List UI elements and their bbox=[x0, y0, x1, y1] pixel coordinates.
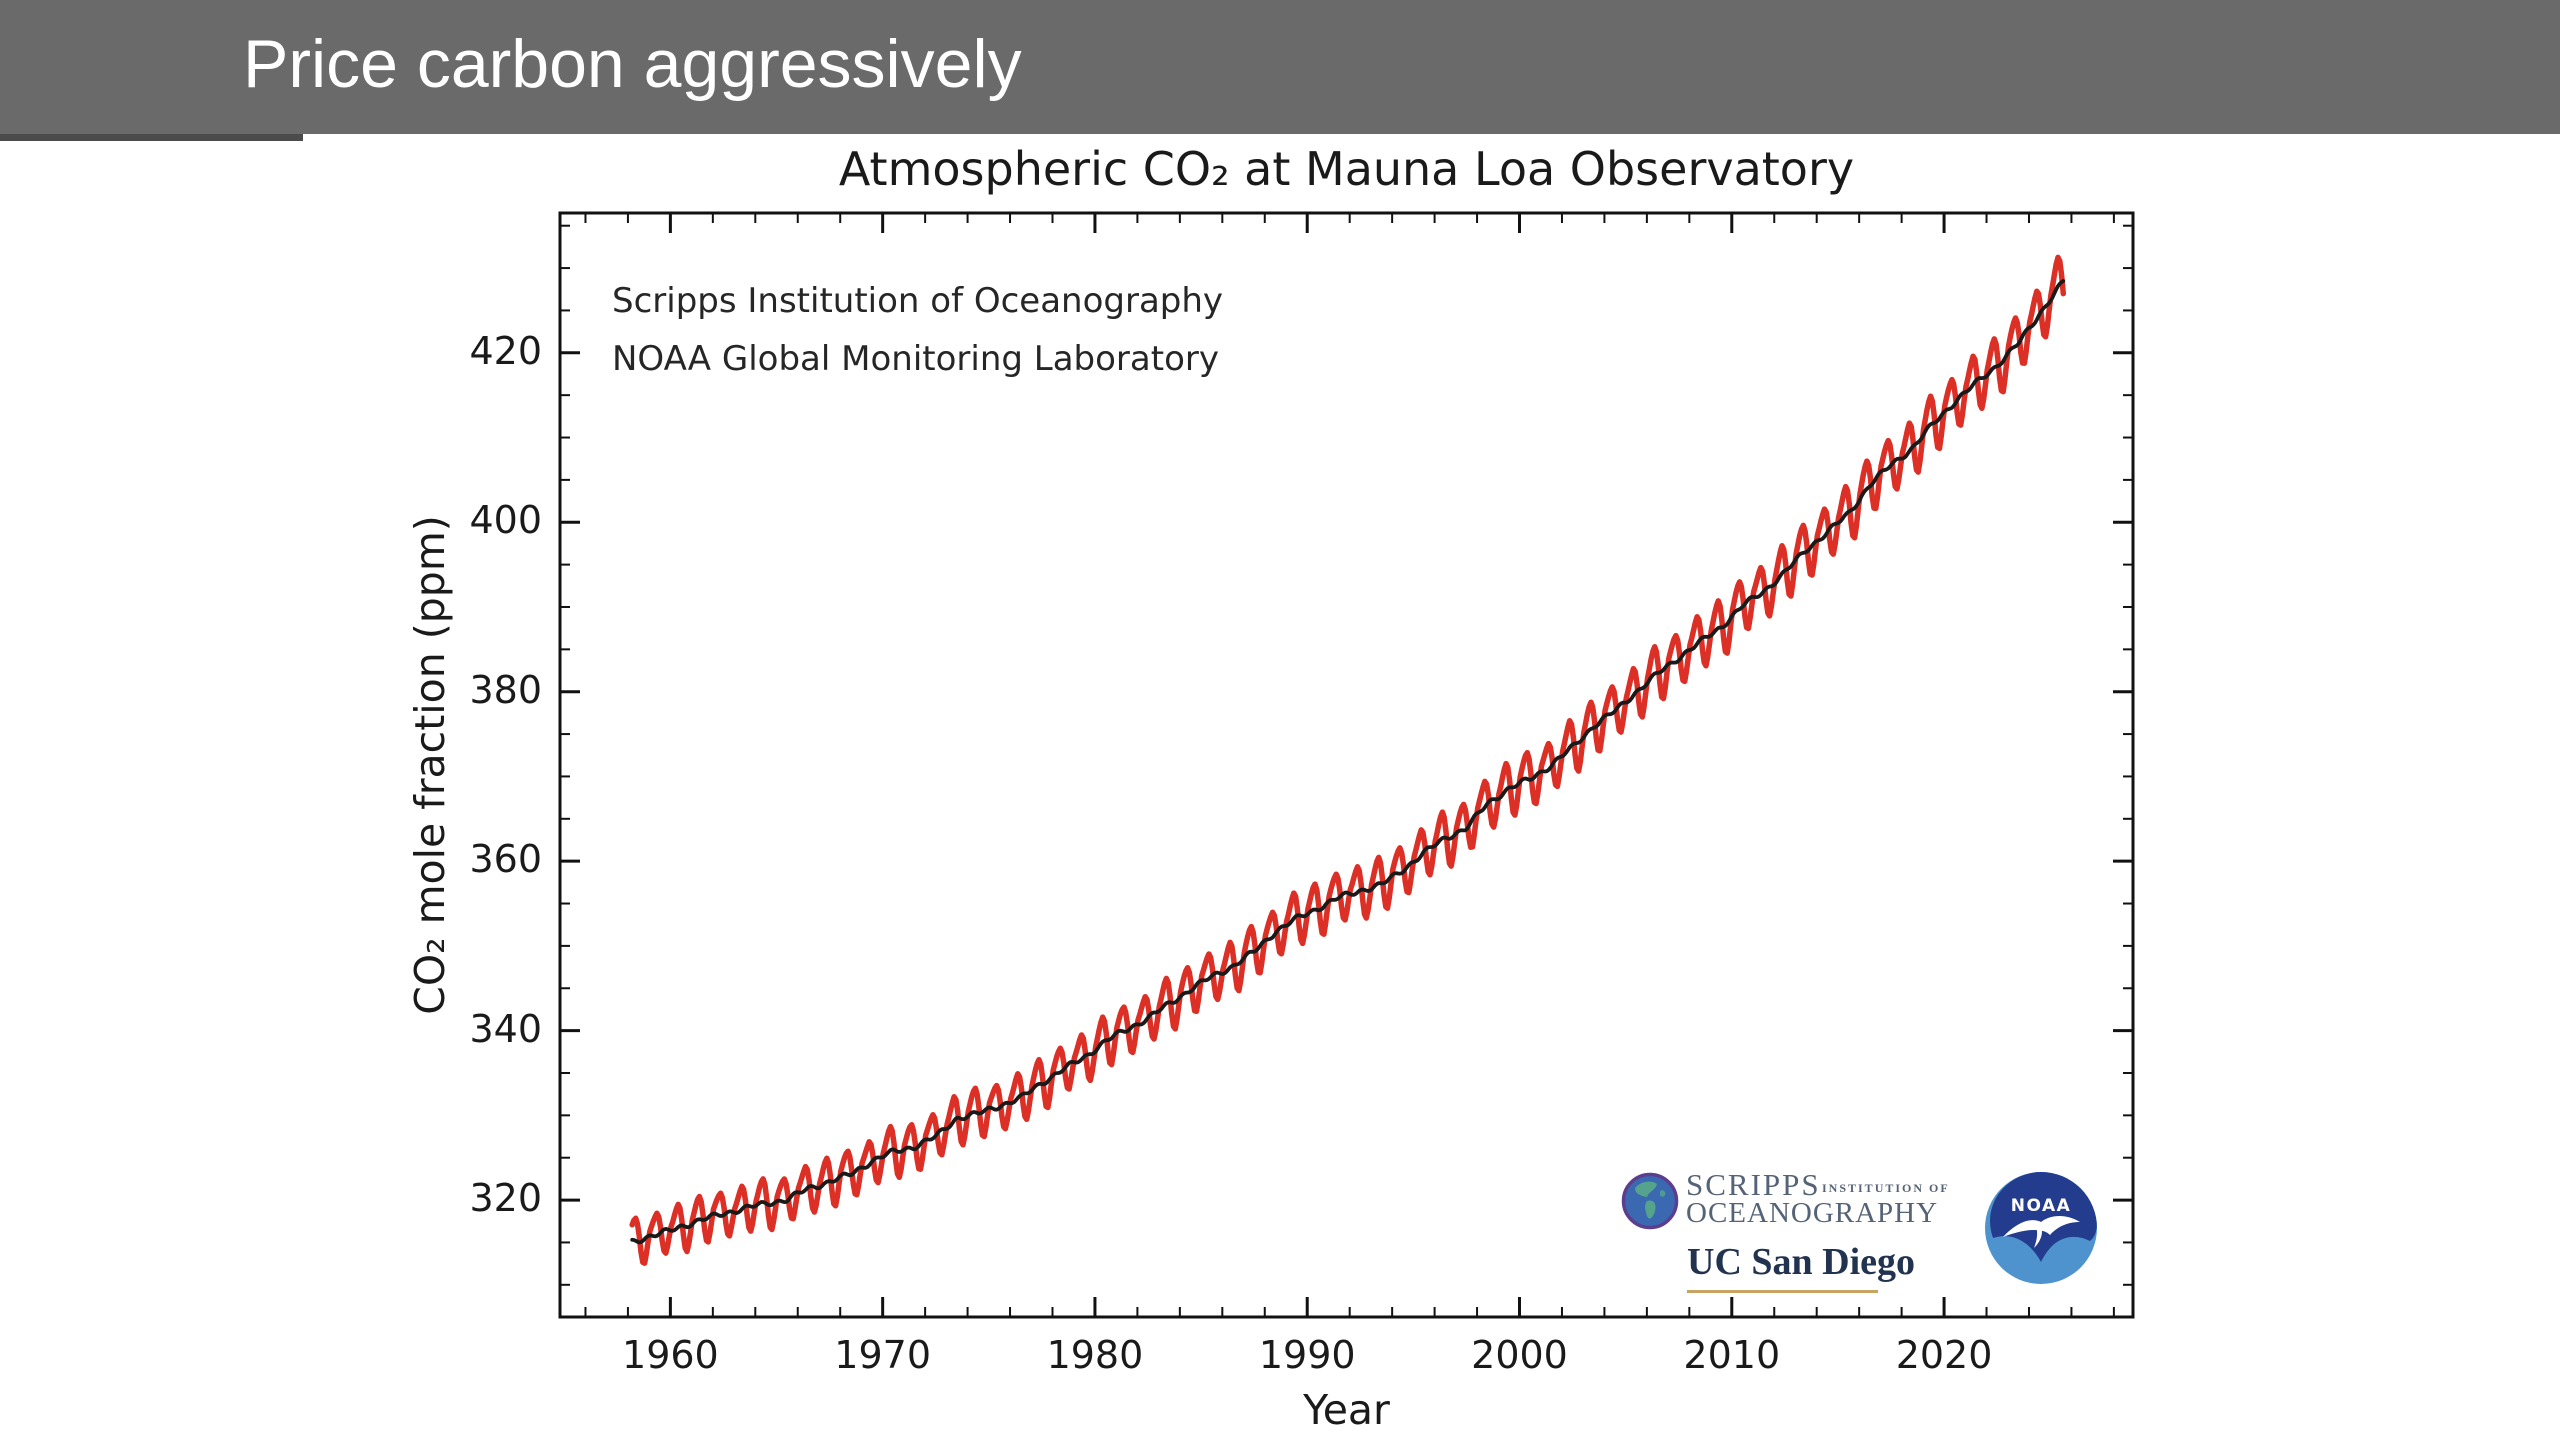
slide-title: Price carbon aggressively bbox=[243, 26, 1022, 102]
scripps-logo-suffix: INSTITUTION OF bbox=[1822, 1181, 1950, 1195]
x-tick-label: 1960 bbox=[622, 1333, 719, 1377]
ucsd-wordmark: UC San Diego bbox=[1687, 1241, 1916, 1283]
x-tick-label: 1980 bbox=[1046, 1333, 1144, 1377]
axis-ticks bbox=[560, 213, 2133, 1317]
y-tick-label: 340 bbox=[469, 1006, 542, 1051]
y-tick-label: 320 bbox=[469, 1176, 542, 1221]
x-tick-label: 1990 bbox=[1258, 1333, 1356, 1377]
y-tick-label: 420 bbox=[469, 328, 542, 373]
scripps-logo-name: SCRIPPS bbox=[1686, 1167, 1821, 1202]
x-tick-label: 1970 bbox=[834, 1333, 932, 1377]
x-axis-title: Year bbox=[1303, 1386, 1390, 1434]
x-tick-label: 2020 bbox=[1895, 1333, 1993, 1377]
noaa-logo-text: NOAA bbox=[2011, 1196, 2072, 1216]
noaa-logo-icon: NOAA bbox=[1985, 1172, 2097, 1284]
co2-trend-line bbox=[630, 279, 2066, 1245]
plot-frame bbox=[558, 211, 2135, 1319]
header-accent-strip bbox=[0, 134, 303, 141]
chart-title: Atmospheric CO₂ at Mauna Loa Observatory bbox=[838, 142, 1855, 196]
y-tick-label: 400 bbox=[469, 498, 542, 543]
y-axis-title: CO₂ mole fraction (ppm) bbox=[406, 515, 454, 1015]
x-tick-label: 2000 bbox=[1471, 1333, 1568, 1377]
annotation-noaa: NOAA Global Monitoring Laboratory bbox=[612, 339, 1219, 379]
co2-monthly-line bbox=[629, 254, 2067, 1266]
ucsd-underline bbox=[1687, 1290, 1878, 1293]
annotation-scripps: Scripps Institution of Oceanography bbox=[612, 281, 1224, 321]
scripps-globe-icon bbox=[1621, 1172, 1679, 1230]
scripps-logo-line2: OCEANOGRAPHY bbox=[1686, 1197, 1939, 1229]
slide-header: Price carbon aggressively bbox=[0, 0, 2560, 134]
y-tick-label: 380 bbox=[469, 667, 542, 712]
x-tick-label: 2010 bbox=[1683, 1333, 1781, 1377]
y-tick-label: 360 bbox=[469, 837, 542, 882]
